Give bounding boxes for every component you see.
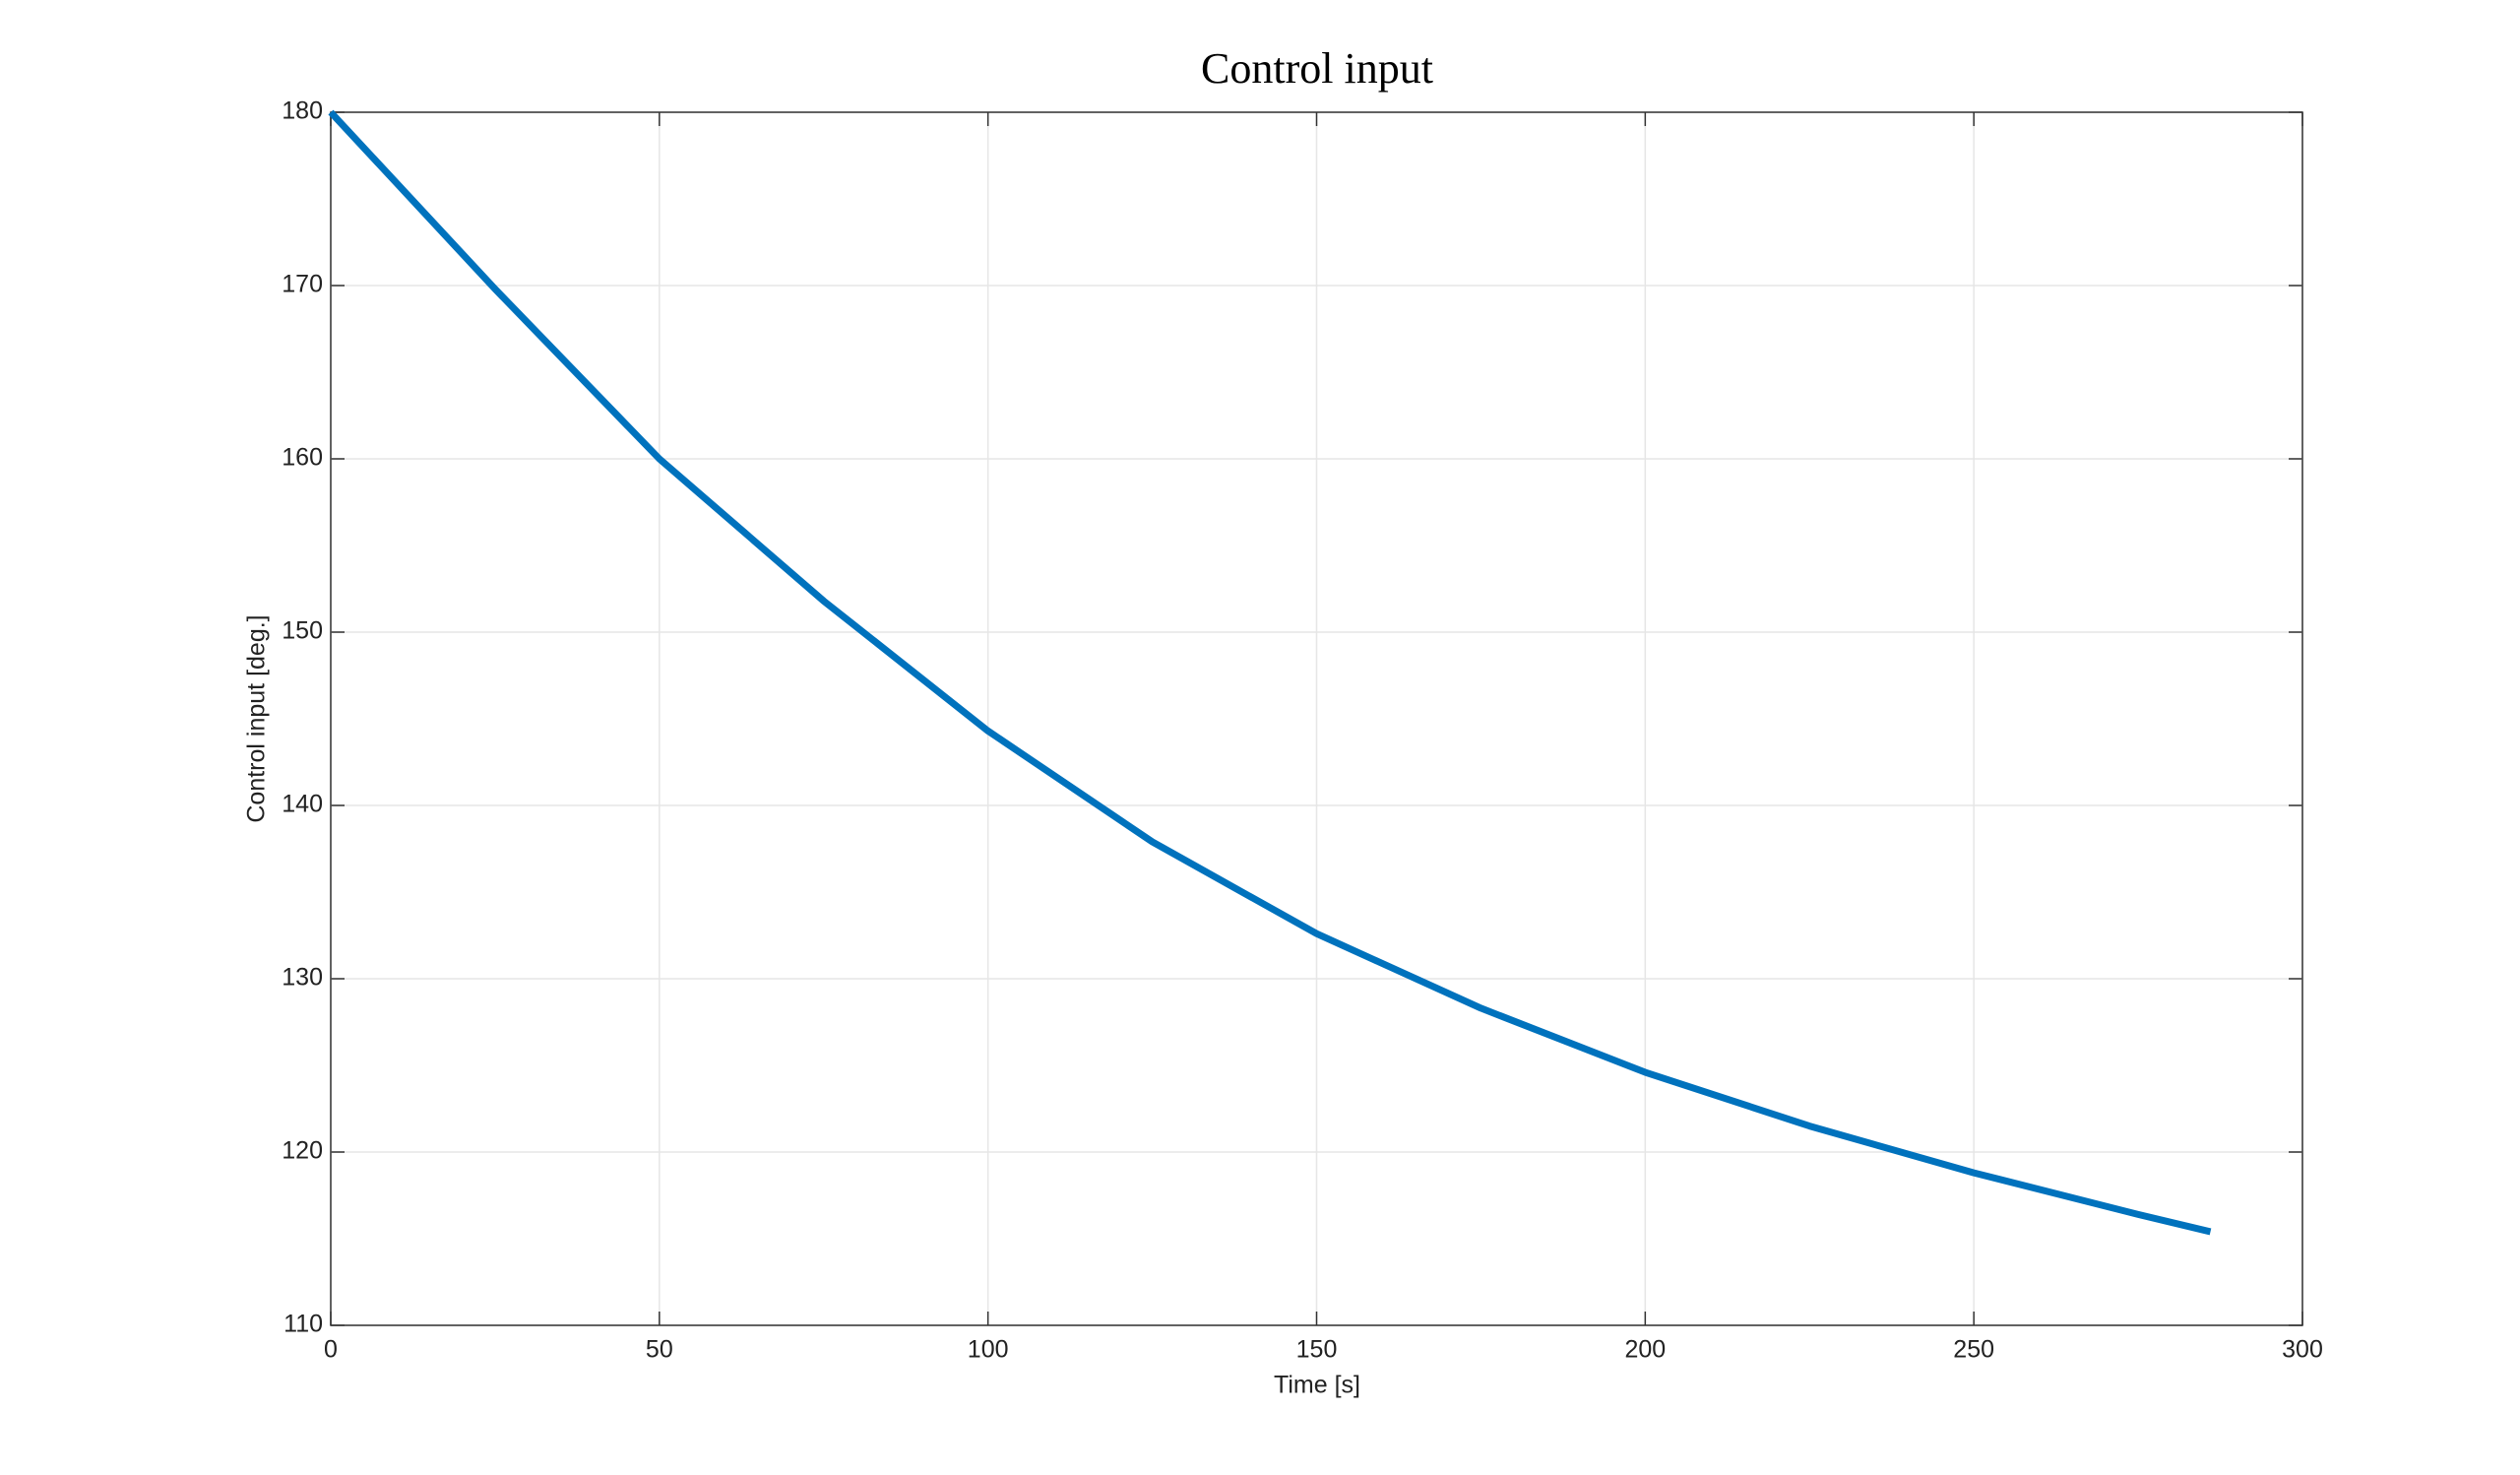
x-tick-label: 250	[1953, 1336, 1994, 1364]
data-line	[328, 109, 2212, 1236]
x-tick-label: 300	[2282, 1336, 2323, 1364]
x-tick-label: 50	[646, 1336, 673, 1364]
y-tick-label: 150	[282, 617, 323, 645]
chart-title: Control input	[1201, 44, 1433, 93]
x-tick-label: 100	[968, 1336, 1009, 1364]
x-tick-label: 0	[324, 1336, 338, 1364]
y-tick-label: 120	[282, 1137, 323, 1165]
y-tick-label: 160	[282, 444, 323, 472]
y-axis-label: Control input [deg.]	[243, 614, 271, 822]
y-tick-label: 130	[282, 964, 323, 992]
y-tick-label: 140	[282, 791, 323, 818]
x-axis-label: Time [s]	[1274, 1372, 1360, 1399]
y-tick-label: 170	[282, 271, 323, 298]
y-tick-label: 110	[284, 1311, 323, 1338]
x-tick-label: 200	[1624, 1336, 1666, 1364]
plot-frame	[330, 111, 2303, 1326]
y-tick-label: 180	[282, 97, 323, 125]
x-tick-label: 150	[1296, 1336, 1338, 1364]
